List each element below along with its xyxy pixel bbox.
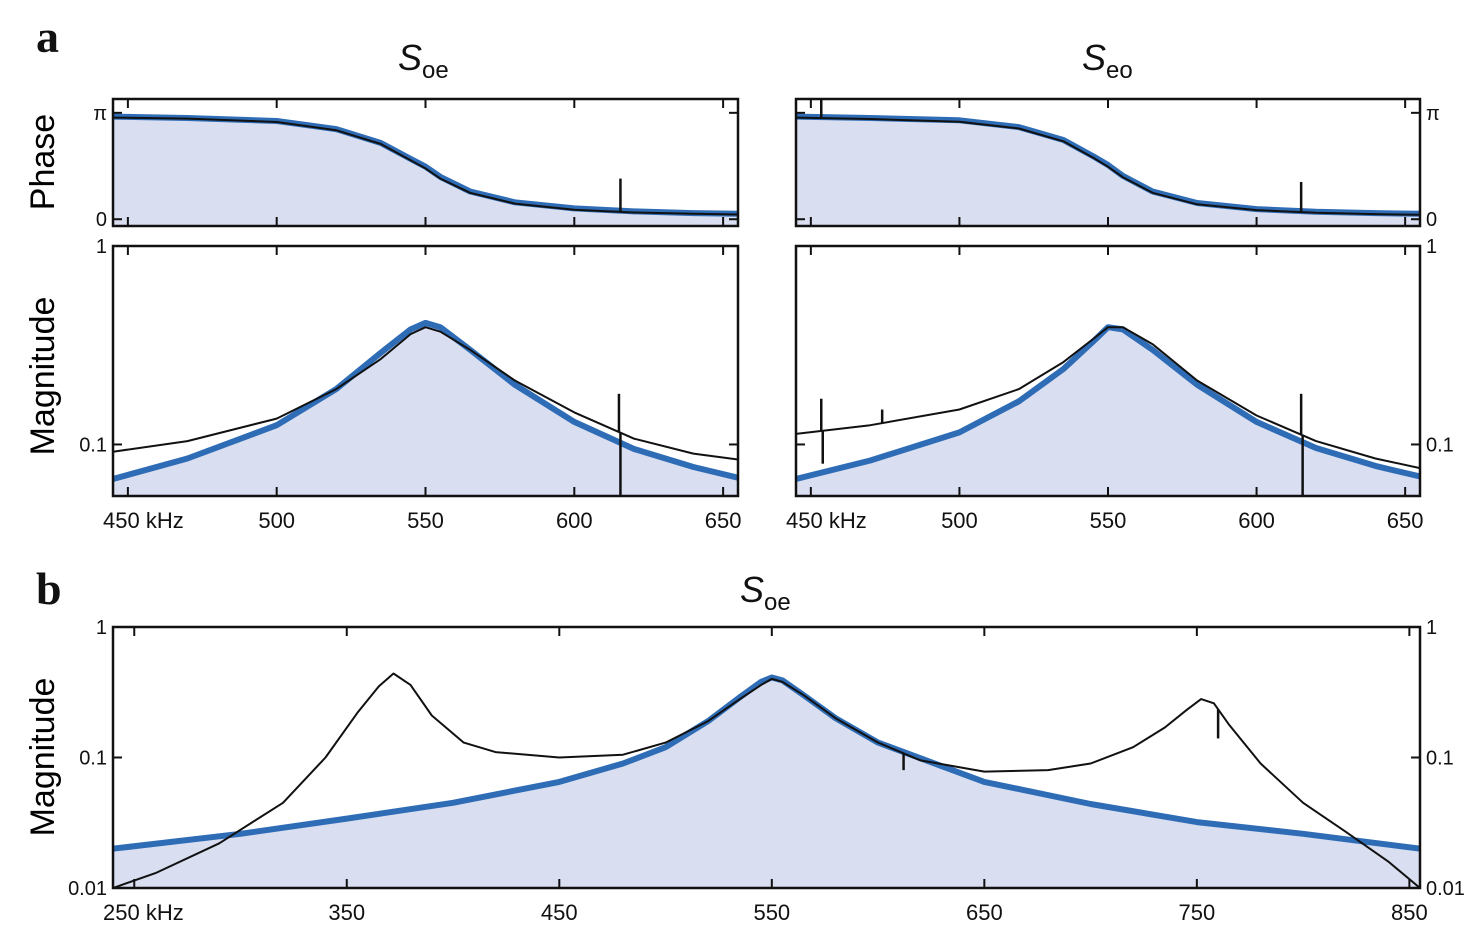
b-magnitude-fit-line bbox=[113, 674, 1420, 852]
b-magnitude-ytick-label-left-0: 0.01 bbox=[68, 878, 107, 900]
a-left-phase-fit-line bbox=[113, 113, 738, 217]
title-a-right: Seo bbox=[1082, 40, 1133, 83]
a-right-magnitude-xtick-label-4: 650 bbox=[1387, 508, 1424, 533]
b-magnitude-ytick-label-left-2: 1 bbox=[96, 617, 107, 639]
b-magnitude-data-line bbox=[113, 672, 1420, 888]
a-right-magnitude-xtick-label-2: 550 bbox=[1090, 508, 1127, 533]
b-magnitude-xtick-label-2: 450 bbox=[541, 900, 578, 925]
a-left-phase-ytick-label-left-1: π bbox=[93, 103, 107, 125]
a-right-magnitude-fit-fill bbox=[796, 327, 1420, 496]
a-right-magnitude-ytick-label-right-1: 1 bbox=[1426, 236, 1437, 258]
title-a-left-symbol: S bbox=[398, 37, 423, 78]
ylabel-magnitude-b: Magnitude bbox=[24, 678, 62, 837]
panel-label-a: a bbox=[36, 11, 59, 62]
a-right-magnitude-xtick-label-3: 600 bbox=[1238, 508, 1275, 533]
ylabel-magnitude-a: Magnitude bbox=[24, 297, 62, 456]
a-left-magnitude-data-line bbox=[113, 326, 738, 461]
a-left-magnitude-xtick-label-0: 450 kHz bbox=[103, 508, 184, 533]
a-right-phase-ytick-label-right-0: 0 bbox=[1426, 209, 1437, 231]
a-left-phase-data-line bbox=[113, 116, 738, 216]
a-right-phase-fit-fill bbox=[796, 116, 1420, 226]
b-magnitude-xtick-label-1: 350 bbox=[328, 900, 365, 925]
b-magnitude-xtick-label-3: 550 bbox=[753, 900, 790, 925]
b-magnitude-ytick-label-right-2: 1 bbox=[1426, 617, 1437, 639]
a-right-magnitude-fit-line bbox=[796, 324, 1420, 482]
a-left-magnitude-xtick-label-1: 500 bbox=[258, 508, 295, 533]
a-left-magnitude-ytick-label-left-1: 1 bbox=[96, 236, 107, 258]
a-left-phase-fit-fill bbox=[113, 116, 738, 226]
panel-label-b: b bbox=[36, 563, 62, 614]
a-left-magnitude-xtick-label-4: 650 bbox=[705, 508, 742, 533]
a-right-phase-data-line bbox=[796, 116, 1420, 216]
title-b-subscript: oe bbox=[764, 589, 791, 616]
b-magnitude-xtick-label-5: 750 bbox=[1178, 900, 1215, 925]
b-magnitude-xtick-label-4: 650 bbox=[966, 900, 1003, 925]
a-right-magnitude-xtick-label-0: 450 kHz bbox=[786, 508, 867, 533]
a-left-phase-ytick-label-left-0: 0 bbox=[96, 209, 107, 231]
title-a-left: Soe bbox=[398, 40, 449, 83]
b-magnitude-xtick-label-6: 850 bbox=[1391, 900, 1428, 925]
title-a-right-symbol: S bbox=[1082, 37, 1107, 78]
b-magnitude-fit-fill bbox=[113, 677, 1420, 888]
a-right-magnitude-xtick-label-1: 500 bbox=[941, 508, 978, 533]
a-right-magnitude-data-line bbox=[796, 326, 1420, 470]
a-right-phase-ytick-label-right-1: π bbox=[1426, 103, 1440, 125]
b-magnitude-xtick-label-0: 250 kHz bbox=[103, 900, 184, 925]
b-magnitude-ytick-label-right-1: 0.1 bbox=[1426, 748, 1454, 770]
ylabel-phase: Phase bbox=[24, 114, 62, 210]
a-left-magnitude-fit-line bbox=[113, 319, 738, 482]
title-a-left-subscript: oe bbox=[422, 57, 449, 84]
title-b-symbol: S bbox=[740, 569, 765, 610]
title-a-right-subscript: eo bbox=[1106, 57, 1133, 84]
b-magnitude-ytick-label-right-0: 0.01 bbox=[1426, 878, 1465, 900]
a-left-magnitude-xtick-label-3: 600 bbox=[556, 508, 593, 533]
a-left-magnitude-ytick-label-left-0: 0.1 bbox=[79, 434, 107, 456]
b-magnitude-ytick-label-left-1: 0.1 bbox=[79, 748, 107, 770]
a-left-magnitude-fit-fill bbox=[113, 322, 738, 496]
a-right-magnitude-ytick-label-right-0: 0.1 bbox=[1426, 434, 1454, 456]
title-b: Soe bbox=[740, 572, 791, 615]
a-left-magnitude-xtick-label-2: 550 bbox=[407, 508, 444, 533]
